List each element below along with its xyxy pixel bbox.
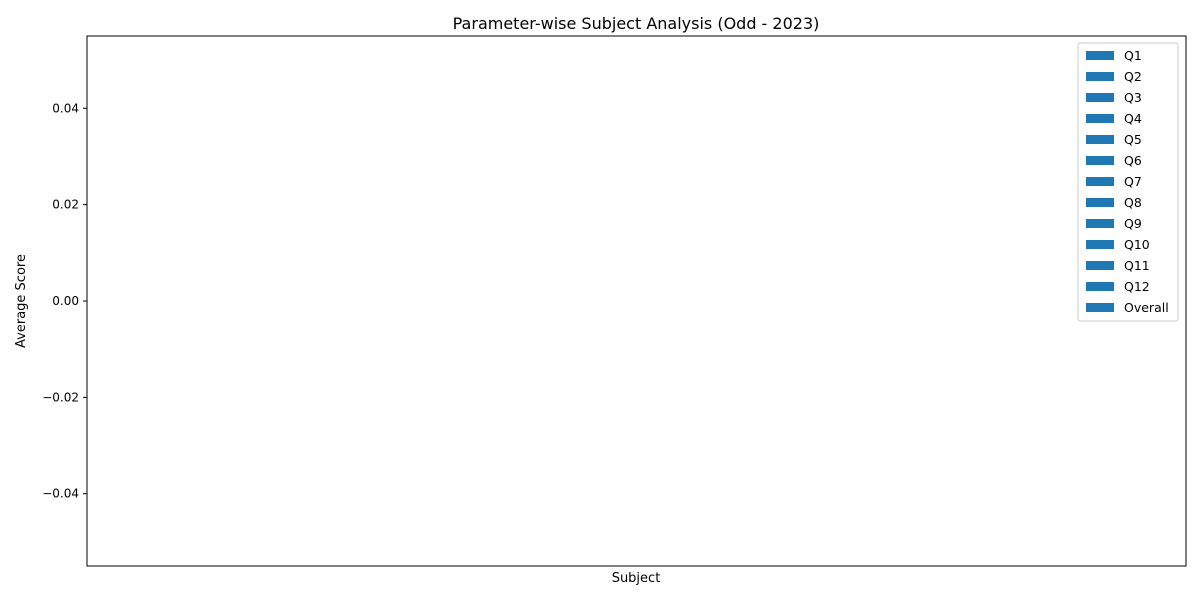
y-tick-label: −0.02 bbox=[42, 390, 79, 404]
y-axis-label: Average Score bbox=[14, 254, 29, 348]
legend-label: Q9 bbox=[1124, 216, 1142, 231]
legend: Q1 Q2 Q3 Q4 Q5 Q6 Q7 Q8 Q9 Q10 Q11 Q12 Overall bbox=[1077, 42, 1179, 322]
x-axis-label: Subject bbox=[612, 571, 661, 586]
legend-label: Q7 bbox=[1124, 174, 1142, 189]
legend-label: Q11 bbox=[1124, 258, 1150, 273]
legend-label: Q8 bbox=[1124, 195, 1142, 210]
legend-swatch bbox=[1086, 72, 1114, 81]
legend-swatch bbox=[1086, 135, 1114, 144]
y-tick-label: 0.02 bbox=[52, 198, 79, 212]
legend-swatch bbox=[1086, 240, 1114, 249]
legend-swatch bbox=[1086, 93, 1114, 102]
y-axis-ticks: 0.04 0.02 0.00 −0.02 −0.04 bbox=[42, 101, 87, 501]
chart-title: Parameter-wise Subject Analysis (Odd - 2… bbox=[453, 14, 820, 33]
legend-swatch bbox=[1086, 282, 1114, 291]
y-tick-label: 0.00 bbox=[52, 294, 79, 308]
legend-swatch bbox=[1086, 219, 1114, 228]
legend-swatch bbox=[1086, 114, 1114, 123]
legend-label: Q2 bbox=[1124, 69, 1142, 84]
legend-items: Q1 Q2 Q3 Q4 Q5 Q6 Q7 Q8 Q9 Q10 Q11 Q12 Overall bbox=[1086, 48, 1169, 315]
legend-label: Q12 bbox=[1124, 279, 1150, 294]
legend-label: Q6 bbox=[1124, 153, 1142, 168]
legend-label: Q3 bbox=[1124, 90, 1142, 105]
legend-swatch bbox=[1086, 156, 1114, 165]
legend-swatch bbox=[1086, 177, 1114, 186]
legend-label: Q5 bbox=[1124, 132, 1142, 147]
legend-label: Q1 bbox=[1124, 48, 1142, 63]
legend-swatch bbox=[1086, 261, 1114, 270]
legend-swatch bbox=[1086, 198, 1114, 207]
legend-label: Q4 bbox=[1124, 111, 1142, 126]
legend-frame bbox=[1077, 42, 1179, 322]
legend-swatch bbox=[1086, 303, 1114, 312]
y-tick-label: 0.04 bbox=[52, 101, 79, 115]
plot-area bbox=[86, 35, 1187, 567]
legend-label: Q10 bbox=[1124, 237, 1150, 252]
legend-swatch bbox=[1086, 51, 1114, 60]
y-tick-label: −0.04 bbox=[42, 487, 79, 501]
legend-label: Overall bbox=[1124, 300, 1169, 315]
